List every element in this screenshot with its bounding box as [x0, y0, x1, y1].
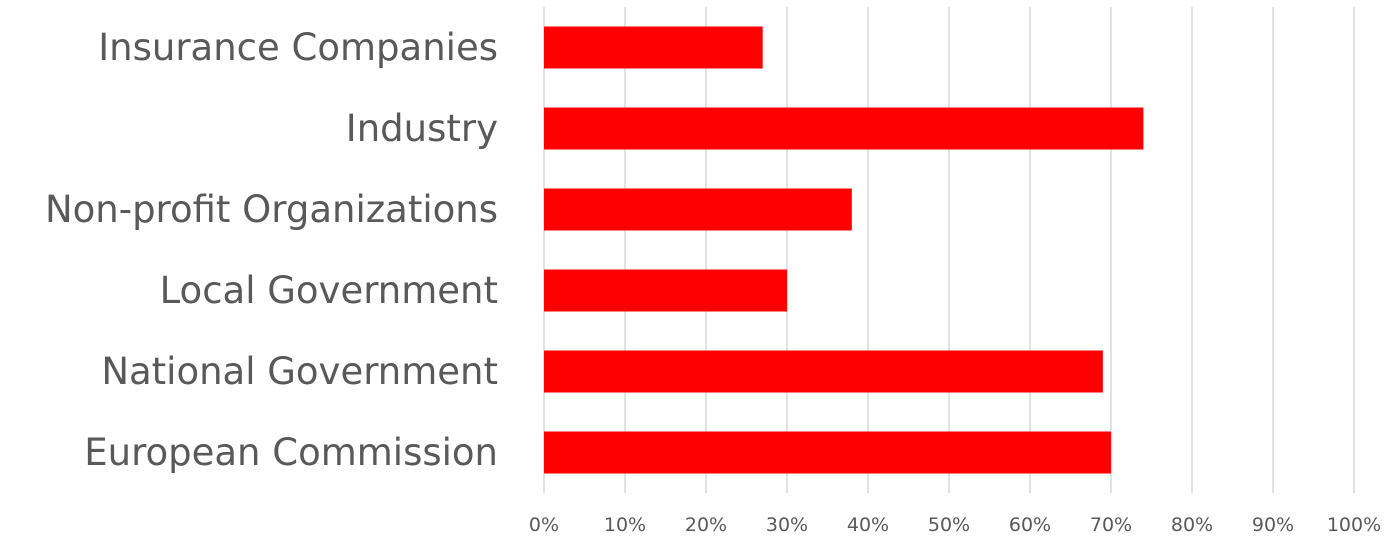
- x-tick-label: 80%: [1171, 514, 1213, 536]
- bar: [544, 431, 1111, 474]
- bars: [544, 26, 1144, 474]
- x-tick-label: 20%: [685, 514, 727, 536]
- x-tick-label: 90%: [1252, 514, 1294, 536]
- gridlines: [543, 7, 1355, 493]
- category-label: Insurance Companies: [98, 26, 498, 69]
- x-tick-label: 70%: [1090, 514, 1132, 536]
- bar: [544, 188, 852, 231]
- x-tick-label: 50%: [928, 514, 970, 536]
- bar: [544, 107, 1144, 150]
- x-axis-tick-labels: 0% 10% 20% 30% 40% 50% 60% 70% 80% 90% 100%: [529, 514, 1381, 536]
- category-label: National Government: [101, 350, 498, 393]
- x-tick-label: 100%: [1327, 514, 1381, 536]
- x-tick-label: 30%: [766, 514, 808, 536]
- bar: [544, 269, 787, 312]
- x-tick-label: 40%: [847, 514, 889, 536]
- x-tick-label: 60%: [1009, 514, 1051, 536]
- category-label: Local Government: [160, 269, 498, 312]
- category-label: Non-profit Organizations: [45, 188, 498, 231]
- bar: [544, 350, 1103, 393]
- category-label: Industry: [346, 107, 498, 150]
- x-tick-label: 0%: [529, 514, 559, 536]
- x-tick-label: 10%: [604, 514, 646, 536]
- bar: [544, 26, 763, 69]
- category-labels: Insurance Companies Industry Non-profit Or…: [45, 26, 498, 474]
- category-label: European Commission: [84, 431, 498, 474]
